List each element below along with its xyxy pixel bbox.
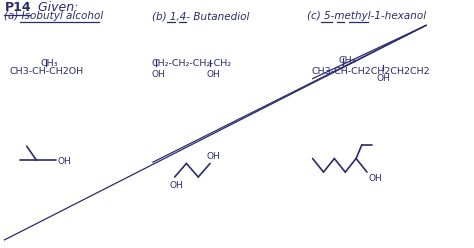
Text: OH: OH <box>207 153 220 161</box>
Text: (a) Isobutyl alcohol: (a) Isobutyl alcohol <box>4 11 104 21</box>
Text: CH₃: CH₃ <box>41 59 58 68</box>
Text: P14: P14 <box>4 1 31 14</box>
Text: CH3-CH-CH2CH2CH2CH2: CH3-CH-CH2CH2CH2CH2 <box>312 67 430 76</box>
Text: CH3-CH-CH2OH: CH3-CH-CH2OH <box>9 67 83 76</box>
Text: OH: OH <box>57 157 71 166</box>
Text: CH₂-CH₂-CH₂-CH₂: CH₂-CH₂-CH₂-CH₂ <box>152 59 232 68</box>
Text: OH: OH <box>206 70 220 79</box>
Text: OH: OH <box>152 70 166 79</box>
Text: OH: OH <box>170 181 183 190</box>
Text: CH₃: CH₃ <box>338 56 356 65</box>
Text: (c) 5-methyl-1-hexanol: (c) 5-methyl-1-hexanol <box>307 11 426 21</box>
Text: OH: OH <box>377 74 391 83</box>
Text: Given:: Given: <box>34 1 78 14</box>
Text: (b) 1,4- Butanediol: (b) 1,4- Butanediol <box>152 11 249 21</box>
Text: OH: OH <box>368 174 382 183</box>
